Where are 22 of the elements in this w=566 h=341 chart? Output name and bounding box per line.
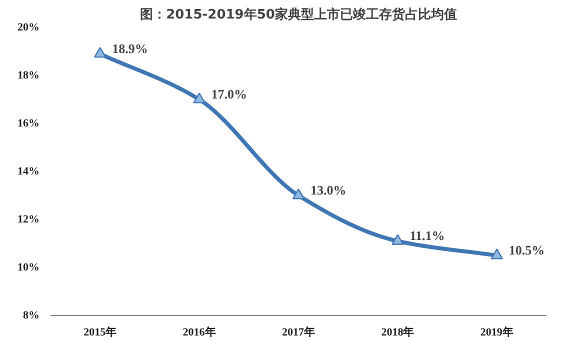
point [392,234,404,245]
x-tick-label: 2015年 [84,326,117,338]
point [292,188,305,200]
y-tick-label: 14% [18,166,40,178]
x-tick-label: 2018年 [381,326,414,338]
point [490,248,503,260]
y-tick-label: 8% [23,310,40,322]
chart-title: 图：2015-2019年50家典型上市已竣工存货占比均值 [140,6,457,22]
data-label: 17.0% [211,86,248,102]
y-tick-label: 16% [18,118,40,130]
data-label: 13.0% [310,182,346,198]
y-tick-label: 12% [18,214,40,226]
y-tick-label: 18% [18,70,40,82]
data-label: 18.9% [112,40,148,56]
y-tick-label: 10% [18,262,40,274]
data-label: 11.1% [410,228,445,244]
y-tick-label: 20% [18,22,40,34]
x-tick-label: 2017年 [282,326,315,338]
x-tick-label: 2019年 [480,326,514,338]
data-label: 10.5% [508,242,545,258]
x-tick-label: 2016年 [182,326,216,338]
point [193,92,206,104]
